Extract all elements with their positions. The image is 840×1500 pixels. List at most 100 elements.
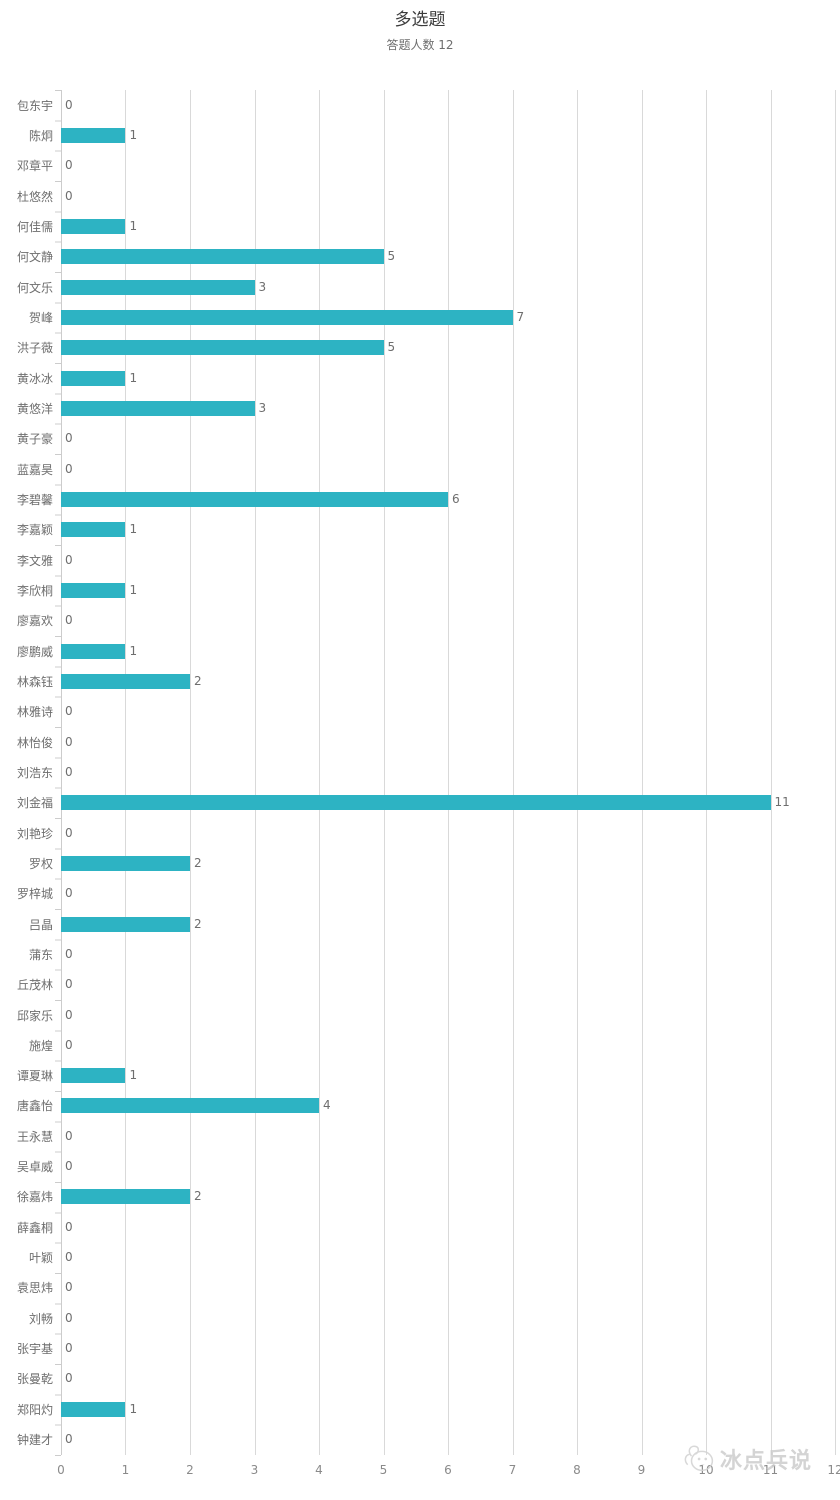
- x-tick-label-11: 11: [762, 1463, 779, 1477]
- x-tick-label-8: 8: [573, 1463, 581, 1477]
- bar-row: 洪子薇 5: [17, 333, 835, 363]
- plot-area: 包东宇 0 陈炯 1 邓章平 0 杜悠然 0 何佳儒 1 何文静 5 何文乐 3 贺峰 7 洪子薇 5 黄冰冰 1 黄悠…: [17, 90, 840, 1477]
- category-label: 何佳儒: [16, 219, 53, 234]
- bar-row: 何文乐 3: [17, 272, 835, 302]
- bar: [61, 127, 126, 143]
- bar-row: 廖嘉欢 0: [17, 606, 835, 636]
- bar: [61, 1098, 319, 1114]
- x-tick-label-7: 7: [508, 1463, 517, 1477]
- value-label: 1: [129, 522, 138, 537]
- category-label: 薛鑫桐: [16, 1220, 53, 1235]
- category-label: 李文雅: [16, 553, 53, 568]
- x-tick-label-10: 10: [698, 1463, 714, 1477]
- bar: [61, 279, 255, 295]
- bar-row: 唐鑫怡 4: [17, 1091, 835, 1121]
- bar-row: 邓章平 0: [17, 151, 835, 181]
- value-label: 0: [65, 1128, 73, 1143]
- bar-row: 何佳儒 1: [17, 211, 835, 241]
- category-label: 李欣桐: [16, 583, 53, 598]
- value-label: 0: [65, 1280, 73, 1295]
- chart-title: 多选题: [394, 10, 446, 30]
- value-label: 0: [65, 946, 73, 961]
- x-tick-label-9: 9: [637, 1463, 646, 1477]
- chart-subtitle: 答题人数 12: [386, 38, 454, 52]
- x-tick-label-2: 2: [186, 1463, 194, 1477]
- bar-row: 李欣桐 1: [17, 575, 835, 605]
- bar-row: 刘畅 0: [29, 1303, 835, 1333]
- bar: [61, 916, 190, 932]
- bar-row: 刘金福 11: [17, 788, 835, 818]
- category-label: 邓章平: [16, 159, 53, 174]
- bar: [61, 218, 126, 234]
- bar-row: 罗权 2: [29, 848, 835, 878]
- bar-row: 李嘉颖 1: [17, 515, 835, 545]
- value-label: 0: [65, 1310, 73, 1325]
- value-label: 0: [65, 1432, 73, 1447]
- category-label: 李嘉颖: [16, 523, 53, 538]
- bar-row: 丘茂林 0: [17, 970, 835, 1000]
- value-label: 0: [65, 1371, 73, 1386]
- bar: [61, 400, 255, 416]
- value-label: 5: [387, 340, 396, 355]
- value-label: 0: [65, 704, 73, 719]
- x-tick-label-0: 0: [57, 1463, 65, 1477]
- bar-row: 叶颖 0: [29, 1242, 835, 1272]
- chart-header: 多选题 答题人数 12: [0, 8, 840, 53]
- bar: [61, 491, 448, 507]
- bar-row: 黄冰冰 1: [17, 363, 835, 393]
- value-label: 0: [65, 1219, 73, 1234]
- x-tick-label-3: 3: [250, 1463, 259, 1477]
- value-label: 0: [65, 1250, 73, 1265]
- category-label: 蓝嘉昊: [16, 462, 53, 477]
- category-label: 廖嘉欢: [16, 614, 53, 629]
- category-label: 蒲东: [28, 947, 53, 962]
- category-label: 丘茂林: [16, 978, 53, 993]
- x-tick-label-5: 5: [379, 1463, 388, 1477]
- category-label: 郑阳灼: [16, 1402, 53, 1417]
- category-label: 黄子豪: [16, 432, 53, 447]
- value-label: 5: [387, 249, 396, 264]
- bar-row: 薛鑫桐 0: [17, 1212, 835, 1242]
- value-label: 1: [129, 370, 138, 385]
- category-label: 林雅诗: [16, 705, 53, 720]
- bar-row: 何文静 5: [17, 242, 835, 272]
- bar: [61, 643, 126, 659]
- value-label: 0: [65, 552, 73, 567]
- value-label: 3: [258, 279, 267, 294]
- bar-row: 邱家乐 0: [17, 1000, 835, 1030]
- bar-row: 黄悠洋 3: [17, 393, 835, 423]
- bar-row: 张宇基 0: [17, 1333, 835, 1363]
- bar: [61, 1189, 190, 1205]
- category-label: 林森钰: [16, 674, 53, 689]
- bar: [61, 522, 126, 538]
- bar: [61, 340, 384, 356]
- category-label: 徐嘉炜: [16, 1190, 53, 1205]
- value-label: 6: [452, 491, 460, 506]
- bar: [61, 582, 126, 598]
- x-axis: 0 1 2 3 4 5 6 7 8 9 10 11 12: [57, 1455, 840, 1481]
- value-label: 0: [65, 764, 73, 779]
- bar: [61, 1068, 126, 1084]
- value-label: 0: [65, 734, 73, 749]
- category-label: 钟建才: [16, 1433, 53, 1448]
- bar: [61, 855, 190, 871]
- category-label: 洪子薇: [16, 341, 53, 356]
- value-label: 2: [193, 855, 202, 870]
- value-label: 4: [322, 1098, 331, 1113]
- category-label: 谭夏琳: [16, 1069, 53, 1084]
- category-label: 黄悠洋: [16, 401, 53, 416]
- bar-row: 刘浩东 0: [17, 757, 835, 787]
- category-label: 吕晶: [28, 917, 53, 932]
- bar-row: 吴卓威 0: [17, 1151, 835, 1181]
- bar: [61, 370, 126, 386]
- bar-row: 王永慧 0: [17, 1121, 835, 1151]
- value-label: 0: [65, 1341, 73, 1356]
- value-label: 0: [65, 431, 73, 446]
- value-label: 0: [65, 188, 73, 203]
- value-label: 1: [129, 127, 138, 142]
- value-label: 7: [516, 309, 525, 324]
- category-label: 黄冰冰: [16, 371, 53, 386]
- category-label: 陈炯: [28, 128, 53, 143]
- bar-row: 贺峰 7: [29, 302, 835, 332]
